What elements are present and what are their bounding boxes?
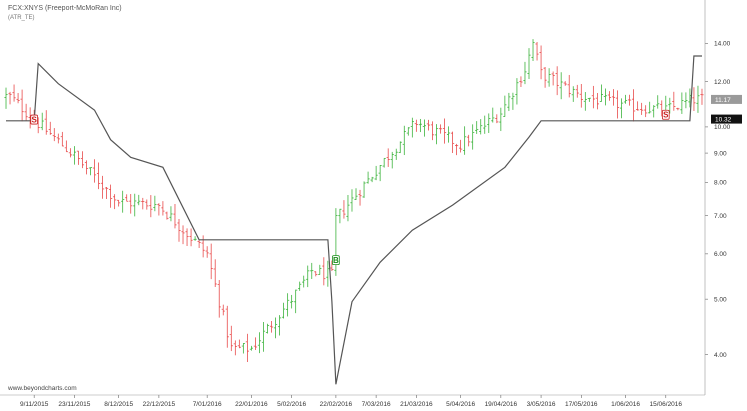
y-tick-label: 6.00 [714, 251, 727, 258]
signal-label: S [32, 115, 38, 124]
trailing-stop [6, 55, 702, 385]
trailing-stop-line [6, 55, 702, 385]
x-tick-label: 22/02/2016 [320, 401, 353, 408]
candles [4, 39, 704, 362]
y-tick-label: 4.00 [714, 352, 727, 359]
chart-title: FCX:XNYS (Freeport-McMoRan Inc) [8, 5, 122, 12]
x-tick-label: 23/11/2015 [58, 401, 90, 408]
signal-label: B [333, 256, 339, 265]
y-tick-label: 9.00 [714, 150, 727, 157]
indicator-label: (ATR_TE) [8, 15, 35, 21]
price-tags: 11.17 10.32 [711, 94, 742, 124]
x-tick-label: 5/04/2016 [446, 401, 475, 408]
x-tick-label: 1/06/2016 [611, 401, 640, 408]
x-tick-label: 8/12/2015 [104, 401, 133, 408]
x-tick-label: 22/01/2016 [235, 401, 268, 408]
x-tick-label: 19/04/2016 [485, 401, 518, 408]
signal-label: S [663, 111, 669, 120]
price-tag-label: 11.17 [715, 97, 731, 104]
x-tick-label: 22/12/2015 [143, 401, 176, 408]
watermark: www.beyondcharts.com [8, 385, 77, 392]
x-tick-label: 15/06/2016 [650, 401, 683, 408]
sell-signal-marker [30, 114, 38, 125]
sell-signal-marker [661, 109, 670, 120]
last-price-tag [711, 114, 742, 124]
x-tick-label: 7/01/2016 [193, 401, 222, 408]
y-tick-label: 14.00 [714, 41, 731, 48]
x-tick-label: 9/11/2015 [20, 401, 49, 408]
x-tick-label: 21/03/2016 [400, 401, 433, 408]
x-tick-label: 5/02/2016 [277, 401, 306, 408]
price-tag-label: 10.32 [715, 116, 732, 123]
y-tick-label: 5.00 [714, 296, 727, 303]
buy-signal-marker [332, 255, 340, 266]
y-tick-label: 12.00 [714, 79, 731, 86]
x-tick-label: 7/03/2016 [362, 401, 391, 408]
x-tick-label: 17/05/2016 [565, 401, 598, 408]
stop-price-tag [711, 94, 742, 104]
signals: S B S [30, 109, 670, 266]
y-tick-label: 10.00 [714, 124, 731, 131]
x-tick-label: 3/05/2016 [527, 401, 556, 408]
axes: 14.00 12.00 10.00 9.00 8.00 7.00 6.00 5.00 4.00 9… [0, 0, 731, 408]
y-tick-label: 8.00 [714, 180, 727, 187]
y-tick-label: 7.00 [714, 213, 727, 220]
